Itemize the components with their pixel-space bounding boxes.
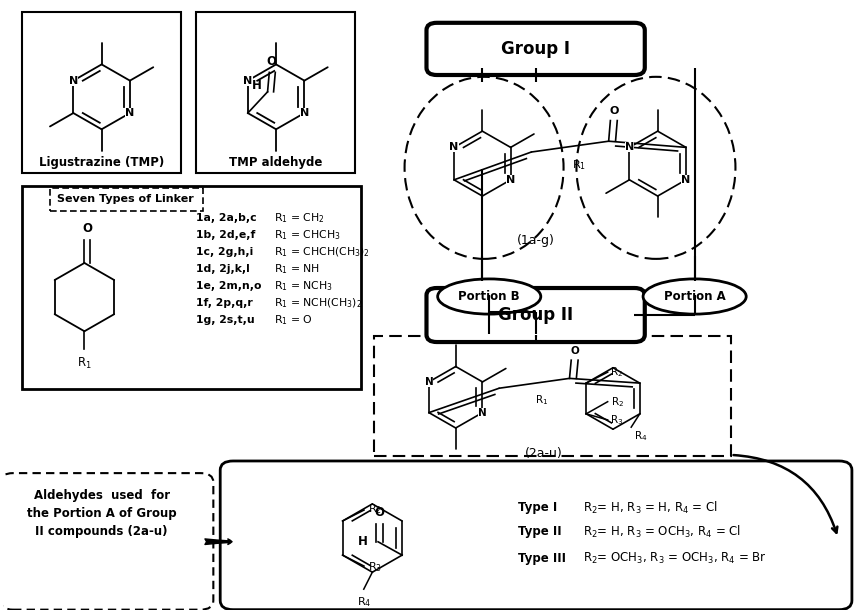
Text: (2a-u): (2a-u) — [525, 446, 563, 459]
Text: R$_2$= H, R$_3$ = H, R$_4$ = Cl: R$_2$= H, R$_3$ = H, R$_4$ = Cl — [583, 499, 718, 516]
Text: R$_1$: R$_1$ — [77, 355, 92, 371]
FancyBboxPatch shape — [426, 23, 644, 75]
FancyBboxPatch shape — [374, 336, 731, 456]
Text: O: O — [570, 346, 579, 356]
Text: R$_4$: R$_4$ — [356, 595, 371, 609]
Text: Type III: Type III — [518, 552, 567, 565]
Text: H: H — [357, 535, 368, 548]
Text: N: N — [625, 143, 634, 153]
Text: Portion A: Portion A — [663, 290, 726, 303]
Text: Group II: Group II — [498, 306, 573, 323]
Text: R$_4$: R$_4$ — [634, 430, 647, 443]
Text: 1a, 2a,b,c: 1a, 2a,b,c — [196, 213, 257, 223]
Text: 1d, 2j,k,l: 1d, 2j,k,l — [196, 264, 250, 274]
FancyBboxPatch shape — [0, 473, 214, 609]
Text: N: N — [478, 408, 487, 418]
Text: Ligustrazine (TMP): Ligustrazine (TMP) — [39, 156, 164, 169]
Text: N: N — [243, 76, 253, 85]
Bar — [22, 12, 181, 173]
Text: 1c, 2g,h,i: 1c, 2g,h,i — [196, 247, 253, 257]
FancyBboxPatch shape — [221, 461, 852, 609]
Text: R$_1$ = NCH$_3$: R$_1$ = NCH$_3$ — [273, 279, 333, 293]
Text: N: N — [425, 377, 433, 387]
FancyBboxPatch shape — [426, 288, 644, 342]
Ellipse shape — [576, 77, 735, 259]
Ellipse shape — [643, 279, 746, 314]
Text: 1g, 2s,t,u: 1g, 2s,t,u — [196, 315, 255, 325]
Text: N: N — [506, 175, 516, 185]
Text: O: O — [82, 222, 92, 235]
Text: H: H — [253, 79, 262, 92]
Text: R$_1$ = NH: R$_1$ = NH — [273, 263, 319, 276]
Text: O: O — [375, 506, 385, 518]
Text: Type I: Type I — [518, 501, 558, 514]
Text: R$_1$ = NCH(CH$_3$)$_2$: R$_1$ = NCH(CH$_3$)$_2$ — [273, 296, 362, 310]
Text: N: N — [300, 108, 309, 118]
Text: Aldehydes  used  for
the Portion A of Group
II compounds (2a-u): Aldehydes used for the Portion A of Grou… — [27, 490, 176, 538]
Text: N: N — [450, 143, 458, 153]
Text: R$_2$: R$_2$ — [611, 395, 625, 408]
Bar — [50, 188, 203, 211]
Text: 1b, 2d,e,f: 1b, 2d,e,f — [196, 230, 255, 240]
Ellipse shape — [405, 77, 564, 259]
Text: N: N — [682, 175, 690, 185]
Text: R$_2$= OCH$_3$, R$_3$ = OCH$_3$, R$_4$ = Br: R$_2$= OCH$_3$, R$_3$ = OCH$_3$, R$_4$ =… — [583, 550, 766, 566]
Text: (1a-g): (1a-g) — [516, 234, 554, 247]
Text: Type II: Type II — [518, 525, 562, 539]
Text: 1f, 2p,q,r: 1f, 2p,q,r — [196, 298, 253, 308]
Text: R$_1$ = CH$_2$: R$_1$ = CH$_2$ — [273, 212, 324, 225]
Text: R$_1$ = CHCH(CH$_3$)$_2$: R$_1$ = CHCH(CH$_3$)$_2$ — [273, 245, 369, 259]
Text: R$_1$ = O: R$_1$ = O — [273, 313, 312, 327]
Text: R$_1$: R$_1$ — [572, 158, 586, 172]
Text: N: N — [68, 76, 78, 85]
Text: R$_3$: R$_3$ — [610, 413, 624, 427]
Text: Portion B: Portion B — [458, 290, 520, 303]
Text: N: N — [125, 108, 135, 118]
Text: TMP aldehyde: TMP aldehyde — [229, 156, 323, 169]
Text: R$_3$: R$_3$ — [368, 560, 382, 574]
Bar — [22, 186, 362, 389]
Bar — [196, 12, 356, 173]
Text: 1e, 2m,n,o: 1e, 2m,n,o — [196, 281, 261, 291]
Text: R$_1$ = CHCH$_3$: R$_1$ = CHCH$_3$ — [273, 228, 340, 242]
Text: Seven Types of Linker: Seven Types of Linker — [57, 194, 194, 204]
Text: R$_2$= H, R$_3$ = OCH$_3$, R$_4$ = Cl: R$_2$= H, R$_3$ = OCH$_3$, R$_4$ = Cl — [583, 524, 741, 540]
Text: R$_1$: R$_1$ — [535, 393, 548, 407]
Text: R$_2$: R$_2$ — [610, 365, 624, 379]
Text: O: O — [609, 106, 618, 116]
Text: O: O — [267, 55, 277, 68]
Ellipse shape — [438, 279, 541, 314]
Text: Group I: Group I — [501, 40, 570, 58]
Text: R$_2$: R$_2$ — [368, 502, 382, 516]
